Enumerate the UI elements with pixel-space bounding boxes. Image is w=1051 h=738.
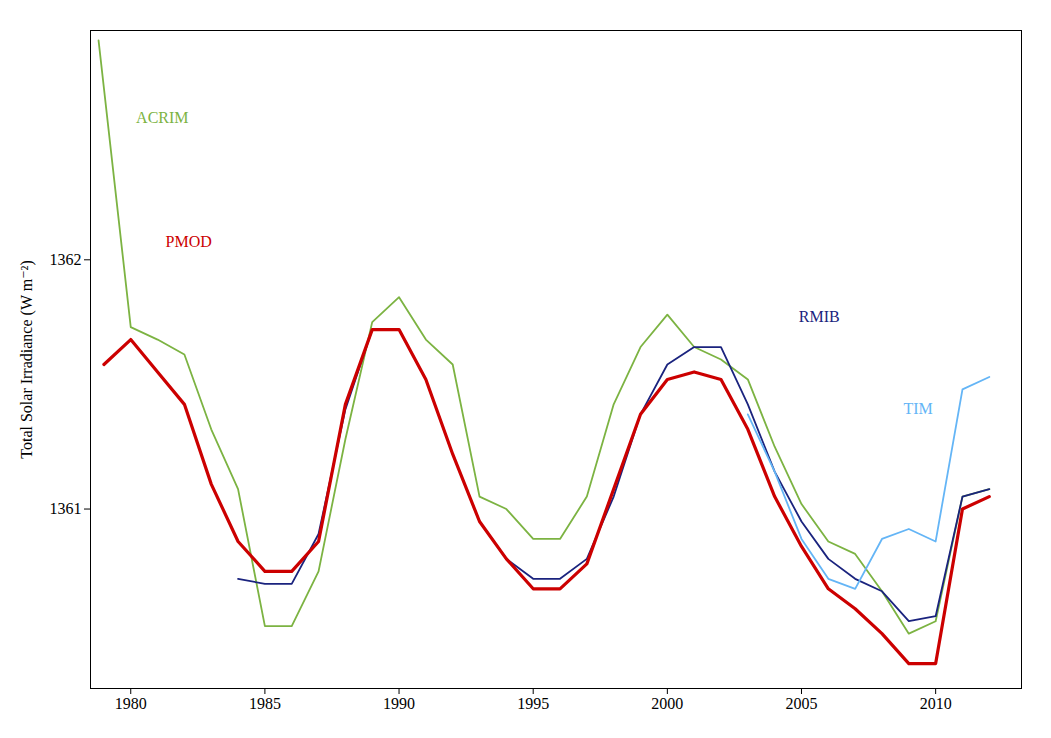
- svg-text:RMIB: RMIB: [799, 308, 840, 325]
- svg-text:1990: 1990: [383, 695, 415, 712]
- svg-text:ACRIM: ACRIM: [136, 109, 188, 126]
- svg-text:Total Solar Irradiance (W m⁻²): Total Solar Irradiance (W m⁻²): [18, 260, 36, 458]
- svg-text:1361: 1361: [50, 500, 82, 517]
- svg-text:1980: 1980: [115, 695, 147, 712]
- svg-text:1362: 1362: [50, 251, 82, 268]
- svg-text:2000: 2000: [651, 695, 683, 712]
- svg-text:1985: 1985: [249, 695, 281, 712]
- svg-text:1995: 1995: [517, 695, 549, 712]
- svg-text:PMOD: PMOD: [166, 233, 212, 250]
- svg-text:TIM: TIM: [903, 400, 932, 417]
- svg-text:2005: 2005: [785, 695, 817, 712]
- svg-text:2010: 2010: [920, 695, 952, 712]
